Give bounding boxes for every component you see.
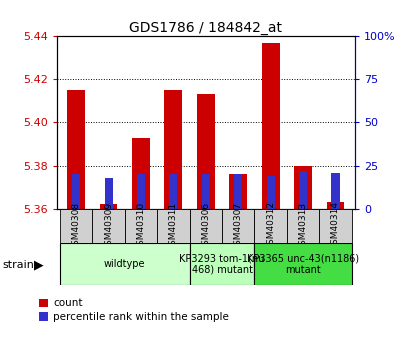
Legend: count, percentile rank within the sample: count, percentile rank within the sample	[39, 298, 229, 322]
Text: GSM40311: GSM40311	[169, 201, 178, 250]
Text: GSM40313: GSM40313	[299, 201, 307, 250]
Bar	[100, 205, 118, 209]
Text: GSM40309: GSM40309	[104, 201, 113, 250]
Bar	[299, 171, 307, 209]
Text: GSM40310: GSM40310	[136, 201, 145, 250]
Bar	[137, 174, 145, 209]
Bar	[60, 209, 92, 243]
Text: wildtype: wildtype	[104, 259, 145, 269]
Bar	[202, 174, 210, 209]
Bar	[165, 90, 182, 209]
Text: GSM40306: GSM40306	[201, 201, 210, 250]
Title: GDS1786 / 184842_at: GDS1786 / 184842_at	[129, 21, 282, 35]
Text: GSM40312: GSM40312	[266, 201, 275, 250]
Bar	[331, 172, 339, 209]
Bar	[229, 174, 247, 209]
Bar	[222, 209, 255, 243]
Bar	[319, 209, 352, 243]
Bar	[132, 138, 150, 209]
Bar	[197, 95, 215, 209]
Bar	[255, 243, 352, 285]
Bar	[60, 243, 189, 285]
Bar	[105, 178, 113, 209]
Bar	[72, 174, 80, 209]
Bar	[234, 174, 242, 209]
Text: strain: strain	[2, 260, 34, 270]
Bar	[287, 209, 319, 243]
Bar	[294, 166, 312, 209]
Text: GSM40314: GSM40314	[331, 201, 340, 250]
Bar	[125, 209, 157, 243]
Bar	[189, 243, 255, 285]
Bar	[255, 209, 287, 243]
Bar	[67, 90, 85, 209]
Text: GSM40307: GSM40307	[234, 201, 243, 250]
Bar	[157, 209, 189, 243]
Bar	[267, 176, 275, 209]
Bar	[169, 174, 177, 209]
Text: KP3293 tom-1(nu
468) mutant: KP3293 tom-1(nu 468) mutant	[179, 253, 265, 275]
Text: GSM40308: GSM40308	[72, 201, 81, 250]
Bar	[92, 209, 125, 243]
Bar	[262, 43, 280, 209]
Text: ▶: ▶	[34, 258, 44, 272]
Bar	[189, 209, 222, 243]
Text: KP3365 unc-43(n1186)
mutant: KP3365 unc-43(n1186) mutant	[247, 253, 359, 275]
Bar	[326, 202, 344, 209]
